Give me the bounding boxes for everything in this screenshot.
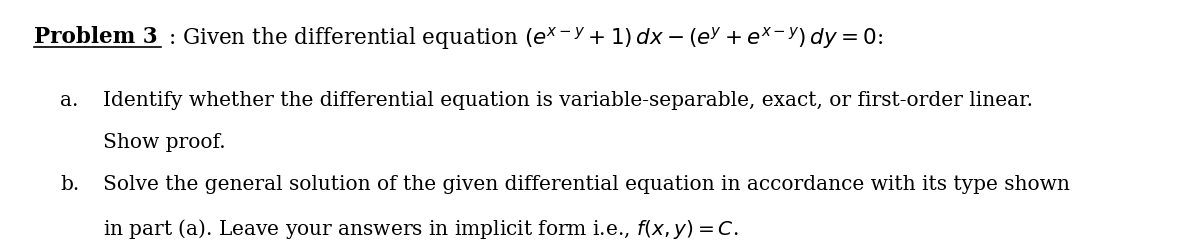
Text: b.: b. (60, 175, 79, 194)
Text: in part (a). Leave your answers in implicit form i.e., $f(x, y) = C$.: in part (a). Leave your answers in impli… (103, 217, 739, 241)
Text: Solve the general solution of the given differential equation in accordance with: Solve the general solution of the given … (103, 175, 1070, 194)
Text: Show proof.: Show proof. (103, 133, 226, 152)
Text: a.: a. (60, 91, 79, 110)
Text: : Given the differential equation $(e^{x-y} + 1)\, dx - (e^{y} + e^{x-y})\, dy =: : Given the differential equation $(e^{x… (168, 26, 883, 53)
Text: Identify whether the differential equation is variable-separable, exact, or firs: Identify whether the differential equati… (103, 91, 1033, 110)
Text: Problem 3: Problem 3 (34, 26, 157, 48)
